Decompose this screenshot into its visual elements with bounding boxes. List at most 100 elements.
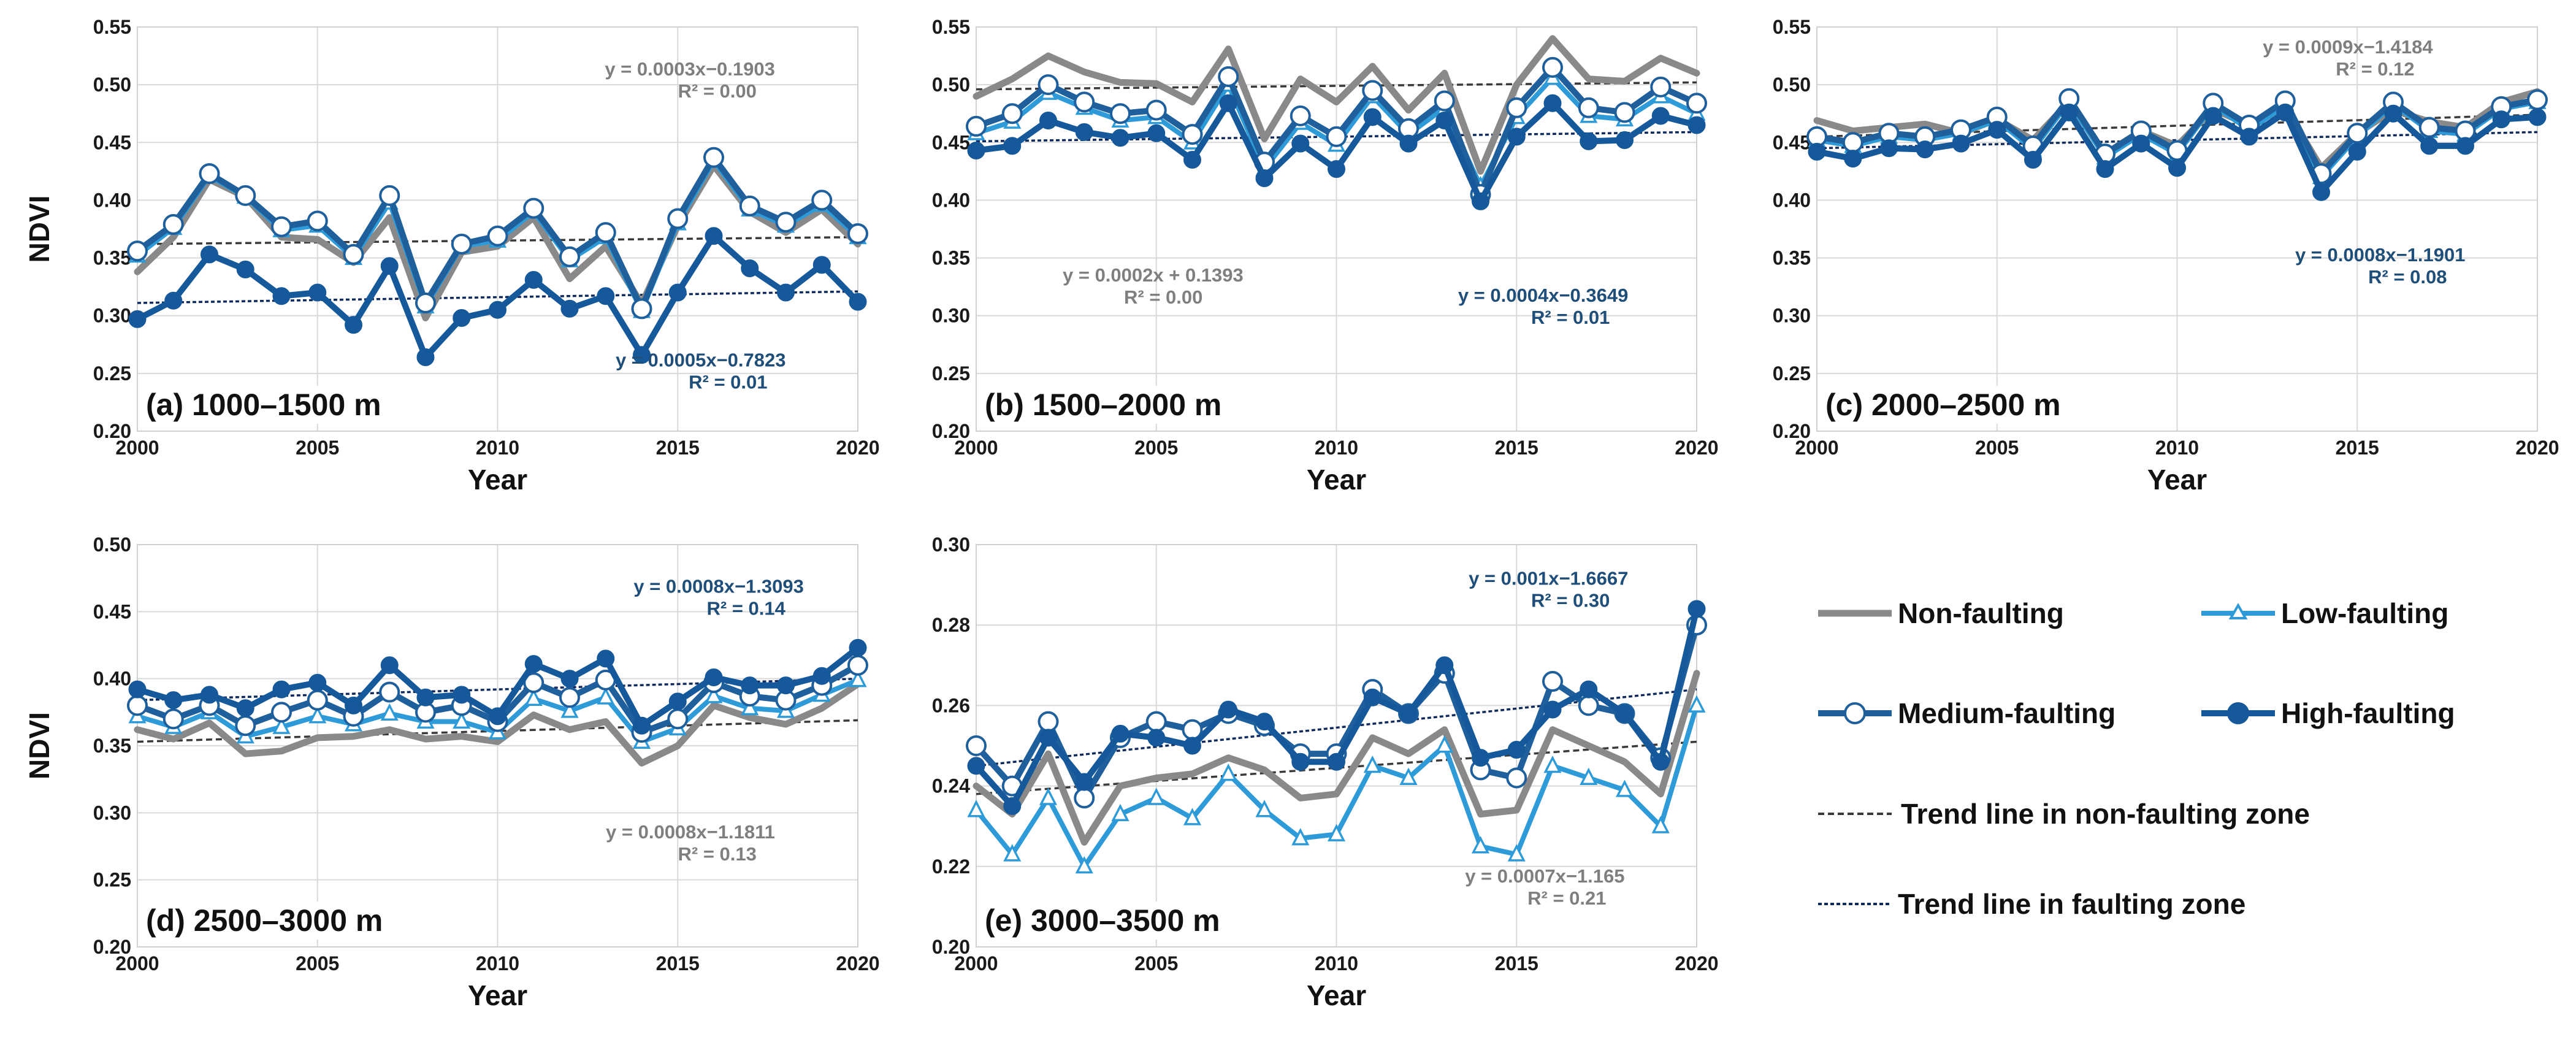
- x-tick-label: 2015: [1495, 952, 1538, 975]
- data-point: [487, 225, 508, 247]
- data-point: [1291, 752, 1310, 771]
- data-point: [1147, 124, 1166, 142]
- data-point: [1580, 680, 1598, 699]
- trend-line-faulting: [137, 677, 858, 702]
- panel-label-background: [1822, 386, 2116, 424]
- data-point: [2312, 183, 2330, 201]
- data-point: [1578, 97, 1599, 118]
- series-non-faulting: [134, 680, 862, 767]
- y-tick-label: 0.45: [932, 131, 970, 153]
- x-tick-label: 2000: [115, 952, 159, 975]
- data-point: [633, 716, 651, 735]
- data-point: [380, 656, 399, 675]
- data-point: [1075, 123, 1093, 141]
- r-squared-text: R² = 0.13: [678, 843, 757, 865]
- data-point: [2168, 159, 2186, 177]
- series-medium-faulting: [966, 56, 1707, 205]
- data-point: [1434, 90, 1455, 112]
- equation-text: y = 0.0007x−1.165: [1465, 865, 1624, 887]
- trend-line-non-faulting: [976, 81, 1697, 91]
- series-high-faulting: [128, 227, 867, 366]
- data-point: [524, 688, 543, 706]
- data-point: [1074, 787, 1095, 809]
- data-point: [1219, 94, 1237, 112]
- data-point: [668, 692, 687, 711]
- y-tick-label: 0.35: [932, 247, 970, 269]
- y-tick-label: 0.30: [93, 802, 131, 824]
- data-point: [1074, 91, 1095, 113]
- y-tick-label: 0.28: [932, 614, 970, 636]
- data-point: [705, 686, 723, 703]
- series-line-non-faulting: [973, 670, 1700, 846]
- data-point: [2527, 89, 2548, 110]
- data-point: [201, 245, 218, 264]
- data-point: [1039, 112, 1057, 130]
- data-point: [1001, 103, 1023, 124]
- data-point: [127, 240, 148, 262]
- data-point: [1183, 808, 1202, 825]
- data-point: [1328, 160, 1345, 178]
- y-tick-label: 0.40: [1773, 189, 1811, 211]
- trend-line-faulting: [976, 131, 1697, 143]
- equation-text: y = 0.0004x−0.3649: [1458, 285, 1629, 306]
- data-point: [595, 222, 616, 243]
- panel-label-text: (c) 2000–2500 m: [1825, 388, 2061, 422]
- y-tick-label: 0.20: [93, 936, 131, 958]
- y-tick-label: 0.40: [93, 189, 131, 211]
- x-tick-label: 2015: [656, 952, 700, 975]
- x-tick-label: 2005: [1134, 952, 1178, 975]
- series-line-non-faulting: [973, 35, 1700, 175]
- data-point: [523, 197, 545, 219]
- data-point: [1542, 56, 1563, 78]
- data-point: [812, 667, 831, 685]
- x-tick-label: 2015: [1495, 437, 1538, 459]
- trend-line-faulting: [137, 290, 858, 304]
- data-point: [2348, 142, 2366, 161]
- data-point: [2276, 103, 2295, 121]
- data-point: [1038, 74, 1059, 96]
- data-point: [1363, 755, 1382, 773]
- data-point: [1880, 139, 1898, 158]
- x-tick-label: 2020: [836, 952, 879, 975]
- y-tick-label: 0.30: [932, 534, 970, 556]
- data-point: [739, 195, 760, 216]
- data-point: [703, 147, 724, 168]
- panels: 0.20 0.25 0.30 0.35 0.40 0.45 0.50 0.55 2000 2005…: [23, 16, 2559, 1011]
- x-axis-title: Year: [2147, 464, 2207, 496]
- series-high-faulting: [128, 638, 867, 735]
- equation-text: y = 0.0008x−1.1901: [2295, 244, 2466, 266]
- data-point: [667, 708, 689, 730]
- data-point: [164, 691, 183, 710]
- data-point: [162, 708, 184, 730]
- data-point: [1506, 767, 1527, 789]
- panel-2: 0.20 0.25 0.30 0.35 0.40 0.45 0.50 0.55 2000 2005…: [932, 16, 1719, 496]
- y-tick-label: 0.35: [93, 247, 131, 269]
- data-point: [1651, 752, 1670, 771]
- data-point: [2024, 151, 2042, 169]
- series-low-faulting: [967, 695, 1706, 874]
- equation-text: y = 0.0008x−1.1811: [606, 821, 775, 843]
- trend-line-non-faulting: [137, 235, 858, 245]
- panel-label-text: (b) 1500–2000 m: [985, 388, 1221, 422]
- data-point: [559, 687, 580, 708]
- data-point: [1362, 80, 1383, 101]
- data-point: [1363, 688, 1382, 706]
- data-point: [668, 283, 687, 302]
- y-tick-label: 0.25: [1773, 362, 1811, 385]
- data-point: [2204, 107, 2222, 125]
- data-point: [1506, 97, 1527, 118]
- data-point: [2528, 108, 2547, 126]
- series-high-faulting: [967, 94, 1706, 210]
- y-tick-label: 0.55: [93, 16, 131, 38]
- data-point: [1686, 93, 1707, 114]
- data-point: [524, 270, 543, 289]
- x-tick-label: 2020: [1675, 437, 1718, 459]
- plot-frame: [137, 544, 858, 948]
- legend-item-low-faulting: Low-faulting: [2201, 597, 2448, 629]
- panel-label-text: (d) 2500–3000 m: [146, 903, 383, 938]
- data-point: [272, 287, 291, 305]
- data-point: [128, 680, 147, 699]
- data-point: [1616, 705, 1634, 723]
- data-point: [1075, 856, 1093, 874]
